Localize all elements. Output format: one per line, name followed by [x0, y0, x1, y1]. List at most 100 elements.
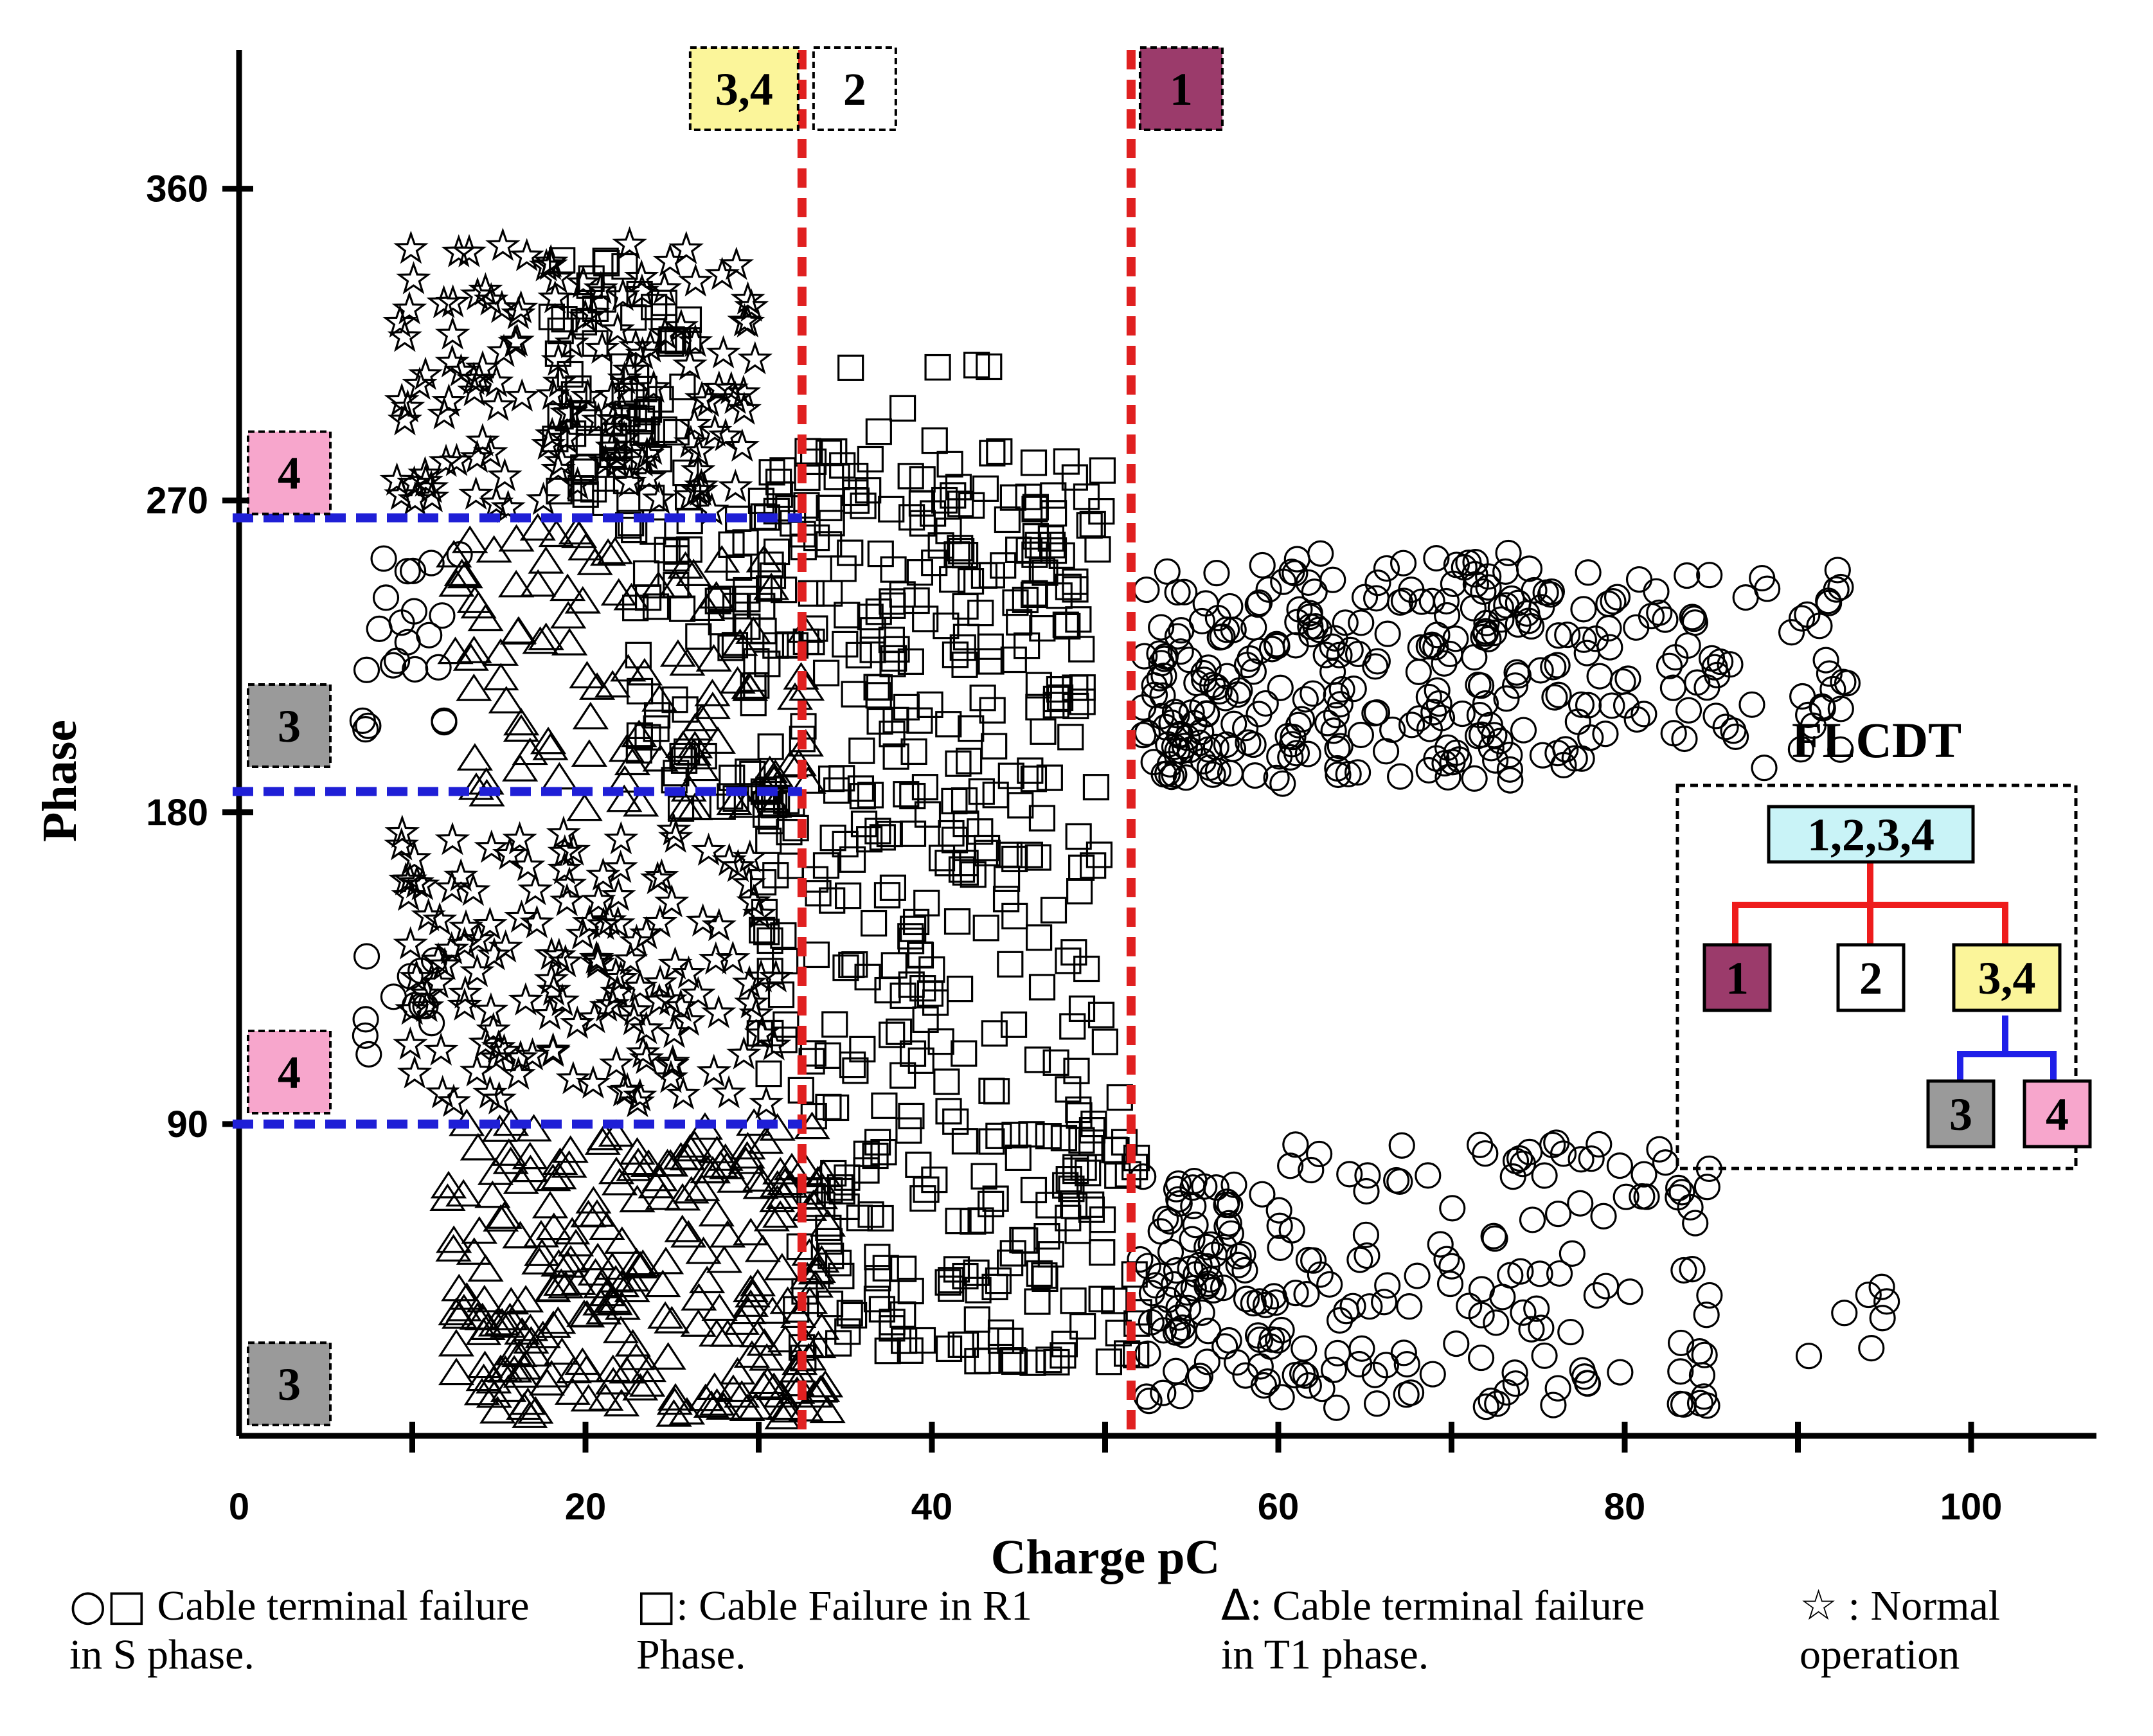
data-point-star — [701, 908, 737, 942]
data-point-circle — [1682, 1210, 1709, 1237]
data-point-star — [616, 1001, 652, 1035]
data-point-triangle — [675, 559, 712, 586]
data-point-star — [706, 335, 741, 369]
data-point-square — [951, 651, 978, 678]
data-point-square — [1055, 1076, 1082, 1103]
data-point-triangle — [601, 1167, 638, 1195]
data-point-square — [921, 1166, 948, 1194]
data-point-square — [836, 1300, 863, 1327]
data-point-circle — [1578, 1145, 1605, 1172]
data-point-triangle — [533, 1359, 570, 1388]
data-point-triangle — [670, 1220, 707, 1248]
data-point-star — [656, 812, 692, 846]
data-point-triangle — [641, 1163, 678, 1192]
data-point-circle — [1545, 622, 1572, 649]
data-point-star — [603, 960, 639, 994]
data-point-star — [672, 346, 708, 380]
data-point-square — [935, 1098, 962, 1125]
data-point-square — [978, 562, 1005, 589]
data-point-triangle — [764, 1253, 800, 1281]
data-point-star — [472, 906, 508, 940]
data-point-star — [476, 936, 512, 971]
data-point-circle — [1497, 1262, 1524, 1289]
data-point-star — [575, 1065, 611, 1099]
data-point-square — [1035, 1347, 1062, 1374]
data-point-circle — [1473, 609, 1500, 637]
data-point-circle — [1149, 682, 1176, 709]
data-point-square — [878, 496, 905, 523]
data-point-circle — [1652, 1149, 1679, 1176]
data-point-star — [570, 378, 605, 412]
data-point-square — [911, 774, 939, 801]
data-point-square — [672, 696, 699, 723]
data-point-star — [652, 981, 688, 1016]
data-point-circle — [1466, 701, 1493, 729]
data-point-circle — [1659, 674, 1686, 701]
data-point-circle — [1348, 609, 1375, 636]
data-point-triangle — [716, 787, 753, 816]
data-point-triangle — [749, 1366, 786, 1395]
data-point-star — [622, 969, 658, 1003]
data-point-star — [636, 370, 672, 403]
data-point-square — [951, 1040, 978, 1067]
legend-symbol-triangle: Δ — [1221, 1580, 1251, 1630]
data-point-triangle — [483, 663, 519, 691]
data-point-circle — [1150, 662, 1177, 690]
data-point-square — [1033, 1223, 1060, 1250]
data-point-square — [823, 1094, 850, 1122]
data-point-triangle — [598, 1119, 634, 1147]
data-point-circle — [1443, 739, 1470, 766]
data-point-star — [503, 290, 539, 324]
data-point-triangle — [669, 648, 706, 676]
data-point-square — [835, 882, 862, 909]
data-point-square — [769, 457, 796, 484]
data-point-triangle — [490, 1310, 526, 1338]
data-point-square — [941, 787, 968, 814]
data-point-circle — [1295, 569, 1322, 596]
data-point-circle — [379, 652, 407, 679]
data-point-square — [793, 492, 820, 519]
data-point-star — [434, 344, 470, 378]
data-point-circle — [1165, 1317, 1192, 1344]
data-point-star — [504, 899, 539, 933]
data-point-circle — [1544, 652, 1571, 679]
data-point-square — [898, 504, 925, 531]
data-point-triangle — [618, 1248, 655, 1276]
legend-text-s-phase: Cable terminal failure — [157, 1582, 530, 1629]
region-label-3-4-text: 3,4 — [715, 64, 773, 115]
data-point-square — [641, 294, 668, 321]
data-point-circle — [1186, 1363, 1214, 1390]
data-point-triangle — [603, 1269, 640, 1298]
data-point-triangle — [443, 559, 480, 586]
data-point-circle — [1472, 690, 1499, 717]
data-point-circle — [1180, 1192, 1207, 1220]
data-point-triangle — [609, 1356, 645, 1384]
data-point-circle — [1274, 722, 1301, 750]
data-point-triangle — [540, 1161, 577, 1190]
data-point-square — [889, 1062, 916, 1089]
data-point-square — [747, 487, 775, 514]
data-point-square — [864, 818, 891, 845]
data-point-circle — [1161, 761, 1188, 788]
data-point-square — [709, 793, 736, 820]
data-point-star — [537, 280, 573, 314]
data-point-square — [1123, 1341, 1150, 1368]
data-point-star — [629, 436, 665, 470]
data-point-circle — [1254, 1368, 1281, 1395]
data-point-square — [1026, 1260, 1053, 1287]
data-point-triangle — [689, 1266, 726, 1294]
data-point-star — [653, 1059, 689, 1093]
data-point-triangle — [441, 1301, 478, 1329]
data-point-star — [663, 989, 699, 1022]
data-point-triangle — [551, 627, 588, 656]
data-point-square — [647, 386, 674, 413]
data-point-square — [1060, 1287, 1087, 1314]
data-point-circle — [1478, 1387, 1505, 1415]
data-point-circle — [1269, 770, 1296, 797]
data-point-square — [890, 1255, 917, 1282]
data-point-circle — [1561, 745, 1588, 772]
data-point-triangle — [728, 790, 765, 818]
data-point-circle — [1544, 1201, 1572, 1228]
data-point-circle — [1596, 634, 1623, 661]
data-point-star — [384, 814, 420, 848]
